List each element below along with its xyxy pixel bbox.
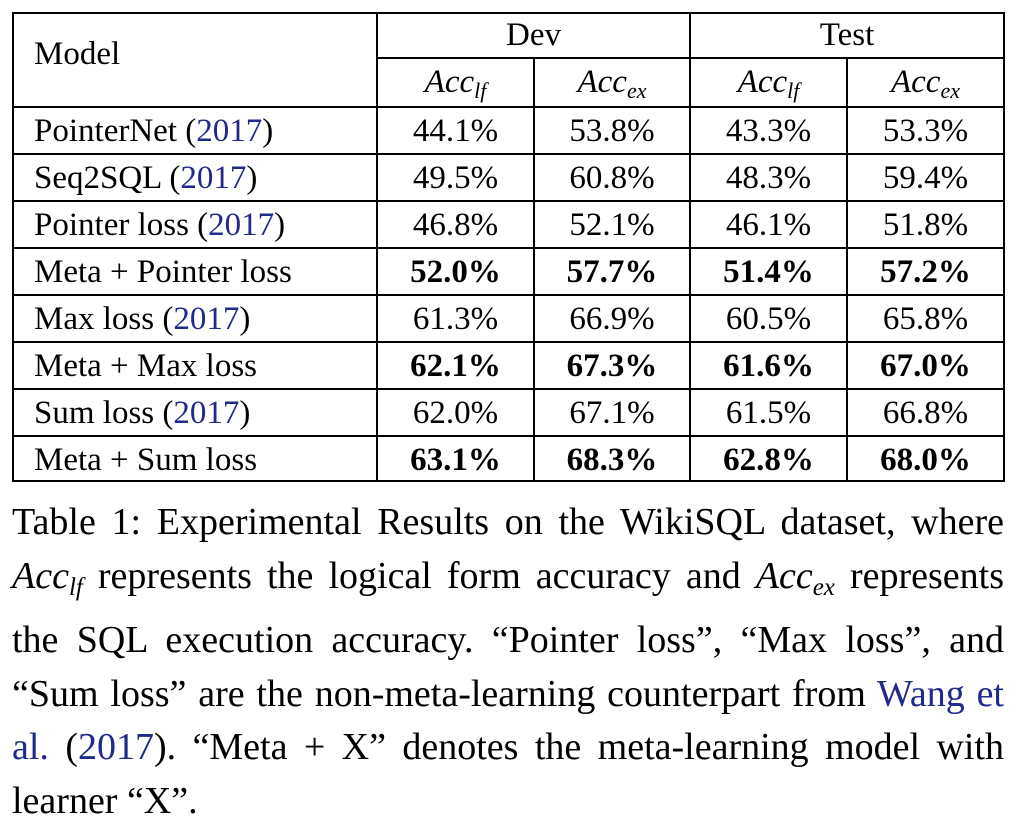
row-rule [12, 388, 1005, 390]
row-rule [12, 153, 1005, 155]
dev-header: Dev [506, 17, 561, 53]
value-cell: 68.0% [880, 442, 971, 478]
row-rule [12, 435, 1005, 437]
value-cell: 63.1% [410, 442, 501, 478]
header-bottom-rule [12, 106, 1005, 108]
dev-acc-lf-header: Acclf [424, 64, 487, 103]
model-name-cell: Sum loss (2017) [34, 395, 251, 431]
value-cell: 62.1% [410, 348, 501, 384]
table-caption: Table 1: Experimental Results on the Wik… [12, 496, 1004, 828]
value-cell: 60.8% [569, 160, 655, 196]
acc-symbol: Acclf [12, 554, 83, 601]
value-cell: 46.8% [412, 207, 499, 243]
test-inner-rule [846, 57, 848, 482]
value-cell: 67.3% [566, 348, 658, 384]
model-name-cell: Max loss (2017) [34, 301, 251, 337]
value-cell: 57.7% [566, 254, 658, 290]
value-cell: 51.4% [723, 254, 814, 290]
table-bottom-rule [12, 480, 1005, 482]
row-rule [12, 341, 1005, 343]
value-cell: 62.8% [723, 442, 814, 478]
value-cell: 61.5% [725, 395, 812, 431]
value-cell: 53.3% [882, 113, 969, 149]
value-cell: 61.3% [412, 301, 499, 337]
citation-link[interactable]: 2017 [196, 113, 263, 149]
row-rule [12, 200, 1005, 202]
value-cell: 67.0% [880, 348, 971, 384]
test-acc-lf-header: Acclf [737, 64, 800, 103]
value-cell: 68.3% [566, 442, 658, 478]
value-cell: 43.3% [725, 113, 812, 149]
model-name-cell: Meta + Sum loss [34, 442, 258, 478]
value-cell: 49.5% [412, 160, 499, 196]
value-cell: 53.8% [569, 113, 655, 149]
year-citation-link[interactable]: 2017 [77, 726, 154, 768]
value-cell: 61.6% [723, 348, 814, 384]
model-name-cell: Meta + Max loss [34, 348, 258, 384]
value-cell: 52.1% [569, 207, 655, 243]
value-cell: 46.1% [725, 207, 812, 243]
row-rule [12, 294, 1005, 296]
model-name-cell: Pointer loss (2017) [34, 207, 286, 243]
acc-symbol: Accex [755, 554, 835, 601]
model-column-rule [376, 12, 378, 482]
value-cell: 51.8% [882, 207, 969, 243]
caption-text: represents the SQL execution accuracy. “… [12, 554, 1004, 715]
value-cell: 65.8% [882, 301, 969, 337]
value-cell: 44.1% [412, 113, 499, 149]
results-table: Model Dev Test Acclf Accex Acclf Accex P… [12, 12, 1005, 482]
dev-test-rule [689, 12, 691, 482]
citation-link[interactable]: 2017 [173, 301, 240, 337]
test-acc-ex-header: Accex [891, 64, 960, 103]
value-cell: 52.0% [410, 254, 501, 290]
model-name-cell: Meta + Pointer loss [34, 254, 292, 290]
dev-acc-ex-header: Accex [577, 64, 647, 103]
caption-text: represents the logical form accuracy and [82, 554, 756, 597]
value-cell: 48.3% [725, 160, 812, 196]
value-cell: 62.0% [412, 395, 499, 431]
caption-text: Table 1: Experimental Results on the Wik… [12, 501, 1004, 543]
model-header: Model [34, 36, 121, 72]
caption-text: ( [48, 726, 78, 768]
model-name-cell: PointerNet (2017) [34, 113, 274, 149]
citation-link[interactable]: 2017 [173, 395, 240, 431]
table-right-rule [1003, 12, 1005, 482]
table-top-rule [12, 12, 1005, 14]
value-cell: 66.9% [569, 301, 655, 337]
dev-inner-rule [533, 57, 535, 482]
value-cell: 66.8% [882, 395, 969, 431]
value-cell: 60.5% [725, 301, 812, 337]
wang-citation-link[interactable]: Wang et al. [12, 672, 1004, 769]
row-rule [12, 247, 1005, 249]
value-cell: 59.4% [882, 160, 969, 196]
citation-link[interactable]: 2017 [180, 160, 247, 196]
citation-link[interactable]: 2017 [208, 207, 275, 243]
value-cell: 57.2% [880, 254, 971, 290]
table-left-rule [12, 12, 14, 482]
test-header: Test [819, 17, 875, 53]
value-cell: 67.1% [569, 395, 655, 431]
caption-text: ). “Meta + X” denotes the meta-learning … [12, 726, 1004, 822]
model-name-cell: Seq2SQL (2017) [34, 160, 258, 196]
